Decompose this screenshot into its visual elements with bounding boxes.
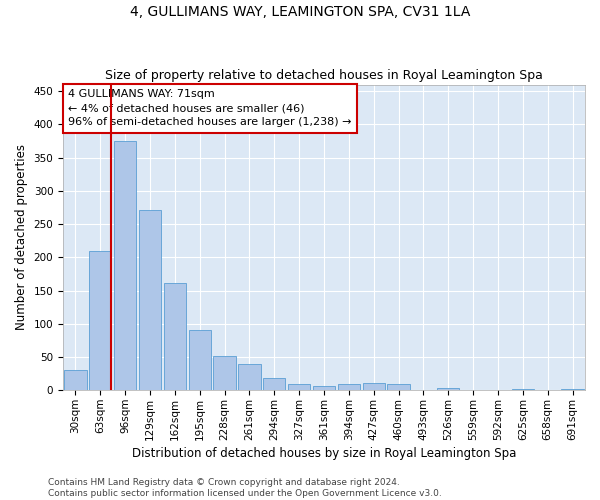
Y-axis label: Number of detached properties: Number of detached properties — [15, 144, 28, 330]
Bar — [114, 141, 136, 390]
Bar — [388, 384, 410, 390]
Bar — [288, 384, 310, 390]
Bar — [238, 364, 260, 390]
Bar — [139, 210, 161, 390]
Bar — [214, 356, 236, 390]
Bar — [313, 386, 335, 390]
Bar — [263, 378, 286, 390]
X-axis label: Distribution of detached houses by size in Royal Leamington Spa: Distribution of detached houses by size … — [132, 447, 516, 460]
Bar — [89, 250, 112, 390]
Title: Size of property relative to detached houses in Royal Leamington Spa: Size of property relative to detached ho… — [105, 69, 543, 82]
Bar — [512, 389, 534, 390]
Bar — [188, 330, 211, 390]
Bar — [338, 384, 360, 390]
Text: Contains HM Land Registry data © Crown copyright and database right 2024.
Contai: Contains HM Land Registry data © Crown c… — [48, 478, 442, 498]
Bar — [64, 370, 86, 390]
Text: 4 GULLIMANS WAY: 71sqm
← 4% of detached houses are smaller (46)
96% of semi-deta: 4 GULLIMANS WAY: 71sqm ← 4% of detached … — [68, 89, 352, 127]
Bar — [362, 383, 385, 390]
Bar — [562, 389, 584, 390]
Text: 4, GULLIMANS WAY, LEAMINGTON SPA, CV31 1LA: 4, GULLIMANS WAY, LEAMINGTON SPA, CV31 1… — [130, 5, 470, 19]
Bar — [437, 388, 460, 390]
Bar — [164, 284, 186, 391]
